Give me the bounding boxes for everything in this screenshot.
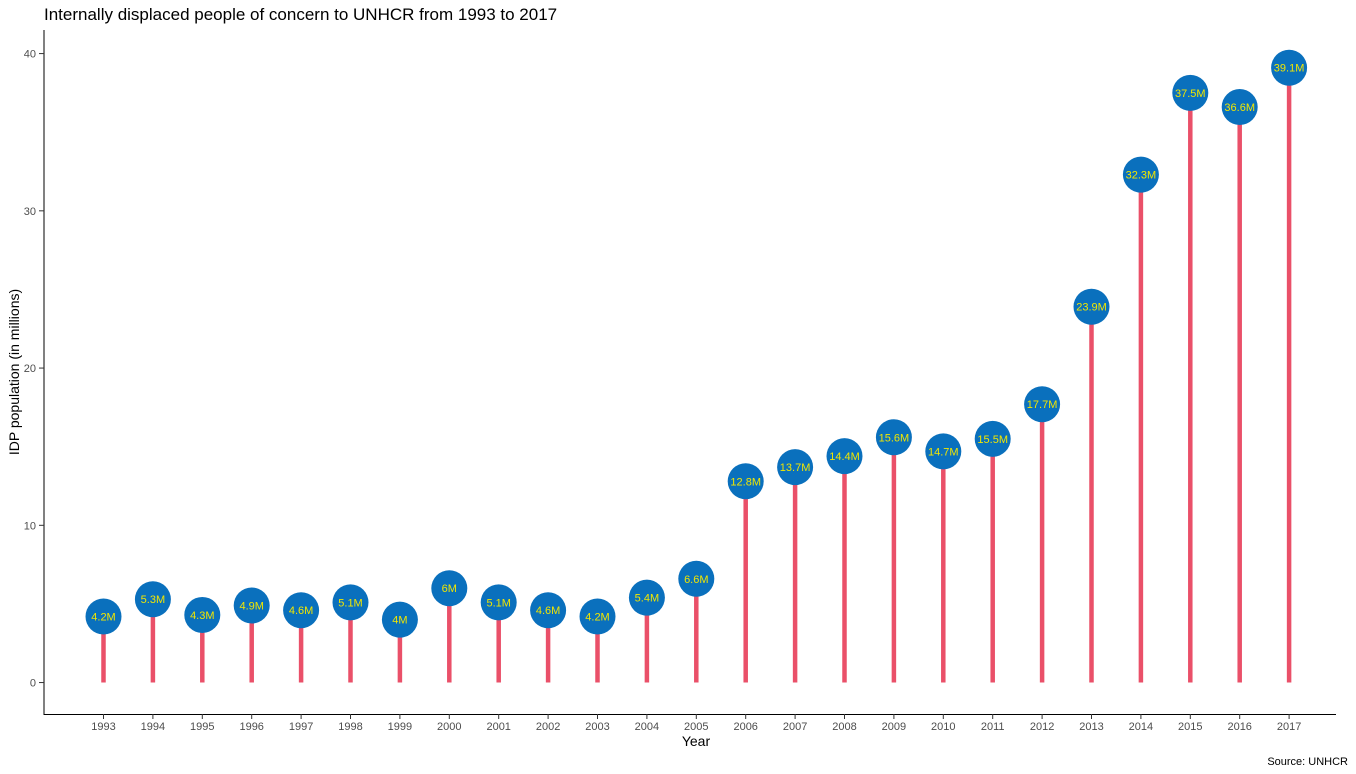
x-tick-label-2003: 2003 (585, 721, 609, 733)
point-label-2009: 15.6M (879, 432, 910, 444)
x-tick-label-1997: 1997 (289, 721, 313, 733)
point-label-2016: 36.6M (1224, 102, 1255, 114)
y-tick-label-30: 30 (24, 206, 36, 218)
y-tick-label-0: 0 (30, 678, 36, 690)
point-label-1999: 4M (392, 615, 407, 627)
point-label-1998: 5.1M (338, 597, 362, 609)
point-label-1993: 4.2M (91, 612, 115, 624)
x-tick-label-2016: 2016 (1227, 721, 1251, 733)
x-tick-label-2009: 2009 (882, 721, 906, 733)
point-label-2006: 12.8M (730, 476, 761, 488)
point-label-2011: 15.5M (977, 434, 1008, 446)
x-tick-label-2001: 2001 (486, 721, 510, 733)
point-1997 (283, 592, 320, 629)
point-label-2014: 32.3M (1126, 170, 1157, 182)
point-label-1995: 4.3M (190, 610, 214, 622)
x-tick-label-2005: 2005 (684, 721, 708, 733)
point-2014 (1122, 156, 1159, 193)
point-label-2000: 6M (442, 583, 457, 595)
point-label-2010: 14.7M (928, 446, 959, 458)
point-2015 (1172, 74, 1209, 111)
point-2012 (1024, 386, 1061, 423)
point-1998 (332, 584, 369, 621)
x-tick-label-2002: 2002 (536, 721, 560, 733)
x-tick-label-2013: 2013 (1079, 721, 1103, 733)
x-tick-label-2014: 2014 (1129, 721, 1153, 733)
point-2013 (1073, 288, 1110, 325)
x-tick-label-2007: 2007 (783, 721, 807, 733)
point-2005 (678, 560, 715, 597)
point-label-2003: 4.2M (585, 612, 609, 624)
point-1995 (184, 596, 221, 633)
point-2006 (727, 463, 764, 500)
x-tick-label-2004: 2004 (635, 721, 659, 733)
point-label-1996: 4.9M (239, 601, 263, 613)
point-label-2002: 4.6M (536, 605, 560, 617)
point-2008 (826, 438, 863, 475)
x-tick-label-1995: 1995 (190, 721, 214, 733)
point-label-1997: 4.6M (289, 605, 313, 617)
y-ticks-layer: 0 10 20 30 40 (24, 49, 44, 690)
point-2002 (530, 592, 567, 629)
point-2007 (777, 449, 814, 486)
x-tick-label-1994: 1994 (141, 721, 165, 733)
x-tick-label-2010: 2010 (931, 721, 955, 733)
point-2003 (579, 598, 616, 635)
x-tick-label-1999: 1999 (388, 721, 412, 733)
x-axis-title: Year (682, 733, 711, 749)
x-tick-label-1993: 1993 (91, 721, 115, 733)
point-2011 (974, 420, 1011, 457)
x-tick-label-2017: 2017 (1277, 721, 1301, 733)
points-layer (85, 49, 1308, 638)
point-1994 (134, 581, 171, 618)
point-2016 (1221, 89, 1258, 126)
x-ticks-layer: 1993 1994 1995 1996 1997 1998 1999 2000 2001 2002… (91, 714, 1301, 733)
caption: Source: UNHCR (1267, 756, 1348, 768)
point-2004 (628, 579, 665, 616)
y-tick-label-20: 20 (24, 363, 36, 375)
point-label-2001: 5.1M (486, 597, 510, 609)
y-tick-label-40: 40 (24, 49, 36, 61)
stems-layer (101, 67, 1292, 683)
chart-title: Internally displaced people of concern t… (44, 5, 557, 24)
x-tick-label-2011: 2011 (981, 721, 1005, 733)
y-axis-title: IDP population (in millions) (6, 289, 22, 455)
point-label-2005: 6.6M (684, 574, 708, 586)
point-2010 (925, 433, 962, 470)
x-tick-label-2008: 2008 (832, 721, 856, 733)
y-tick-label-10: 10 (24, 520, 36, 532)
x-tick-label-2000: 2000 (437, 721, 461, 733)
point-label-2004: 5.4M (635, 593, 659, 605)
point-2017 (1271, 49, 1308, 86)
x-tick-label-1998: 1998 (338, 721, 362, 733)
x-tick-label-2006: 2006 (733, 721, 757, 733)
point-label-2017: 39.1M (1274, 63, 1305, 75)
point-1999 (381, 601, 418, 638)
point-2001 (480, 584, 517, 621)
x-tick-label-2015: 2015 (1178, 721, 1202, 733)
point-label-2012: 17.7M (1027, 399, 1058, 411)
point-1996 (233, 587, 270, 624)
point-label-2008: 14.4M (829, 451, 860, 463)
point-1993 (85, 598, 122, 635)
x-tick-label-1996: 1996 (239, 721, 263, 733)
point-2000 (431, 570, 468, 607)
point-label-2007: 13.7M (780, 462, 811, 474)
point-label-1994: 5.3M (141, 594, 165, 606)
point-labels-layer: 4.2M 5.3M 4.3M 4.9M 4.6M 5.1M 4M 6M 5.1M 4.6M 4.2M… (91, 63, 1304, 627)
x-tick-label-2012: 2012 (1030, 721, 1054, 733)
point-label-2013: 23.9M (1076, 302, 1107, 314)
point-label-2015: 37.5M (1175, 88, 1206, 100)
point-2009 (875, 419, 912, 456)
